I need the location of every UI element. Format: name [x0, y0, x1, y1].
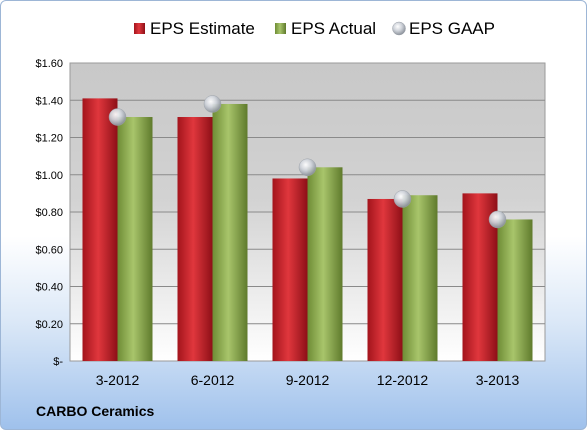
y-tick-label: $1.60 [35, 58, 63, 70]
x-tick-label: 6-2012 [191, 372, 235, 388]
eps-gaap-marker [393, 190, 412, 208]
legend-marker [392, 21, 406, 36]
x-tick-label: 3-2013 [476, 372, 520, 388]
eps-actual-bar [117, 117, 153, 361]
legend-swatch [134, 23, 145, 34]
y-tick-label: $0.80 [35, 207, 63, 219]
company-name: CARBO Ceramics [36, 403, 155, 419]
legend-label: EPS GAAP [409, 19, 495, 38]
y-tick-label: $1.00 [35, 170, 63, 182]
legend-label: EPS Actual [291, 19, 376, 38]
legend-label: EPS Estimate [150, 19, 255, 38]
x-tick-label: 3-2012 [96, 372, 140, 388]
eps-gaap-marker [488, 210, 507, 229]
eps-gaap-marker [203, 95, 222, 113]
eps-actual-bar [307, 167, 343, 361]
eps-actual-bar [497, 219, 533, 361]
eps-estimate-bar [367, 198, 403, 361]
y-tick-label: $0.60 [35, 244, 63, 256]
eps-gaap-marker [108, 108, 127, 126]
eps-estimate-bar [177, 117, 213, 361]
eps-estimate-bar [272, 178, 308, 361]
y-tick-label: $1.40 [35, 95, 63, 107]
legend-swatch [275, 23, 286, 34]
eps-gaap-marker [298, 158, 317, 177]
x-tick-label: 12-2012 [377, 372, 429, 388]
y-tick-label: $- [53, 356, 63, 368]
y-tick-label: $0.40 [35, 282, 63, 294]
y-tick-label: $1.20 [35, 133, 63, 145]
eps-actual-bar [212, 103, 248, 361]
eps-estimate-bar [82, 98, 118, 361]
x-tick-label: 9-2012 [286, 372, 330, 388]
eps-actual-bar [402, 195, 438, 361]
y-tick-label: $0.20 [35, 319, 63, 331]
